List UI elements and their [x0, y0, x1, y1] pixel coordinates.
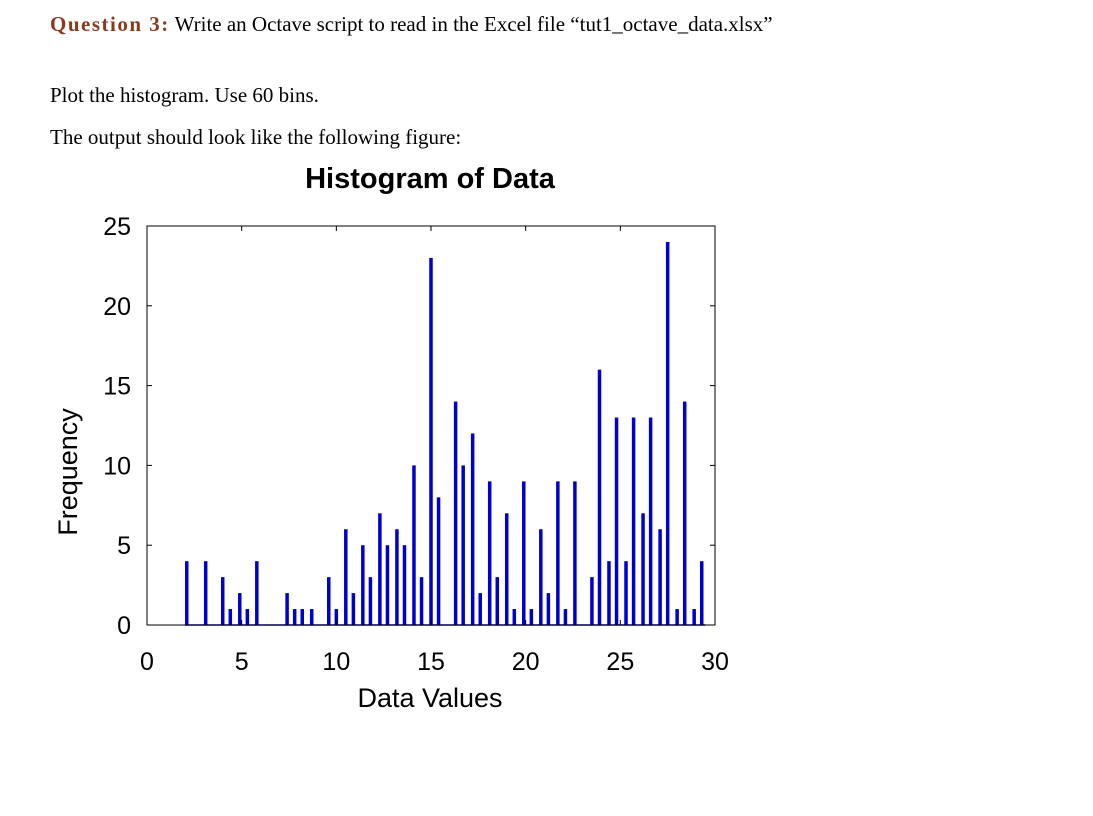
histogram-bar	[351, 593, 356, 625]
histogram-bar	[453, 401, 458, 625]
histogram-bar	[292, 609, 297, 625]
histogram-bar	[658, 529, 662, 625]
histogram-bar	[327, 577, 331, 625]
histogram-bar	[495, 577, 500, 625]
chart-title: Histogram of Data	[305, 163, 556, 195]
histogram-bar	[255, 561, 259, 625]
histogram-bar	[614, 417, 619, 625]
histogram-bar	[185, 561, 189, 625]
histogram-bar	[641, 513, 645, 625]
question-heading: Question 3: Write an Octave script to re…	[50, 12, 773, 37]
histogram-bar	[361, 545, 365, 625]
instruction-bins: Plot the histogram. Use 60 bins.	[50, 83, 319, 107]
histogram-bar	[395, 529, 399, 625]
histogram-bar	[597, 369, 602, 625]
y-tick-label: 10	[103, 452, 131, 480]
y-tick-label: 5	[117, 532, 131, 560]
question-text: Write an Octave script to read in the Ex…	[169, 12, 773, 36]
y-tick-label: 0	[117, 612, 131, 640]
instruction-output: The output should look like the followin…	[50, 125, 462, 149]
histogram-bar	[529, 609, 534, 625]
histogram-bar	[539, 529, 543, 625]
y-axis-label: Frequency	[53, 408, 83, 536]
histogram-bar	[665, 241, 670, 625]
histogram-bar	[461, 465, 465, 625]
histogram-bar	[504, 513, 509, 625]
y-tick-label: 25	[103, 213, 131, 241]
histogram-bar	[699, 561, 704, 625]
x-tick-label: 15	[417, 648, 445, 676]
histogram-bar	[429, 257, 433, 625]
x-tick-label: 0	[140, 648, 154, 676]
histogram-bar	[590, 577, 594, 625]
histogram-bar	[607, 561, 611, 625]
histogram-bar	[344, 529, 348, 625]
x-tick-label: 25	[606, 648, 634, 676]
histogram-figure: Histogram of Data 0 5 10 15 20 25 0 5 10 15 20 25 3…	[53, 163, 729, 713]
x-tick-label: 20	[512, 648, 540, 676]
histogram-bar	[300, 609, 305, 625]
histogram-bar	[478, 593, 482, 625]
histogram-bars	[185, 241, 704, 625]
histogram-bar	[512, 609, 517, 625]
histogram-bar	[309, 609, 314, 625]
histogram-bar	[334, 609, 339, 625]
histogram-bar	[624, 561, 628, 625]
histogram-bar	[470, 433, 475, 625]
question-label: Question 3:	[50, 12, 170, 36]
histogram-bar	[675, 609, 679, 625]
y-tick-label: 15	[103, 373, 131, 401]
histogram-bar	[385, 545, 390, 625]
histogram-bar	[378, 513, 382, 625]
histogram-bar	[220, 577, 225, 625]
y-axis-ticks: 0 5 10 15 20 25	[103, 213, 715, 640]
histogram-bar	[436, 497, 441, 625]
histogram-bar	[546, 593, 551, 625]
histogram-bar	[522, 481, 526, 625]
x-axis-ticks: 0 5 10 15 20 25 30	[140, 226, 729, 676]
histogram-bar	[631, 417, 636, 625]
histogram-bar	[412, 465, 416, 625]
x-axis-label: Data Values	[357, 683, 502, 713]
histogram-bar	[238, 593, 242, 625]
histogram-bar	[245, 609, 250, 625]
x-tick-label: 30	[701, 648, 729, 676]
histogram-bar	[285, 593, 289, 625]
histogram-bar	[402, 545, 407, 625]
histogram-bar	[556, 481, 560, 625]
histogram-bar	[203, 561, 208, 625]
x-tick-label: 5	[235, 648, 249, 676]
histogram-bar	[563, 609, 568, 625]
y-tick-label: 20	[103, 293, 131, 321]
histogram-bar	[368, 577, 373, 625]
histogram-bar	[419, 577, 424, 625]
histogram-bar	[487, 481, 492, 625]
histogram-bar	[682, 401, 687, 625]
x-tick-label: 10	[322, 648, 350, 676]
histogram-bar	[692, 609, 696, 625]
histogram-bar	[228, 609, 233, 625]
histogram-bar	[573, 481, 577, 625]
histogram-bar	[648, 417, 653, 625]
